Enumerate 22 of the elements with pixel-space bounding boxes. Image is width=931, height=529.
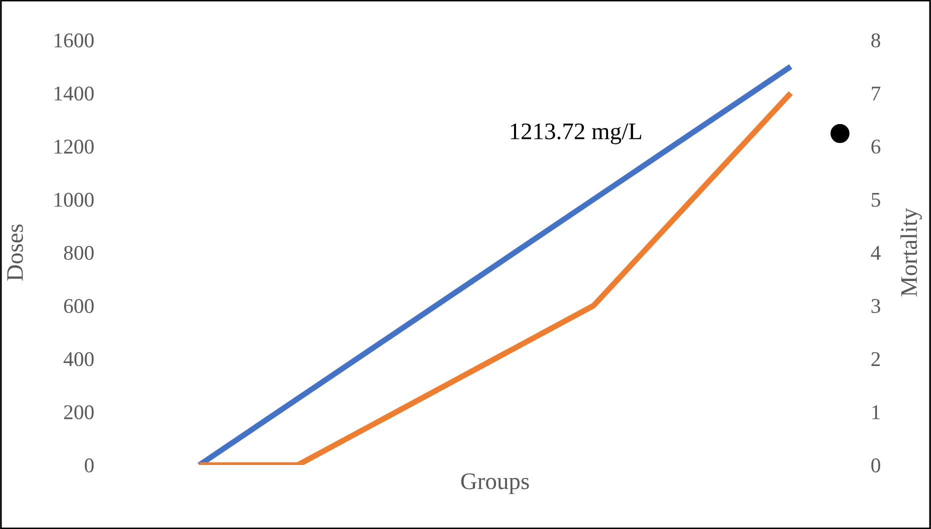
y-tick-label: 800: [64, 246, 94, 260]
y2-tick-label: 8: [871, 33, 880, 48]
y2-tick-label: 7: [872, 86, 880, 100]
y-tick-label: 1000: [54, 192, 94, 207]
y-tick-label: 1200: [54, 140, 94, 154]
y2-tick-label: 0: [871, 458, 880, 472]
y2-axis-title: Mortality: [900, 208, 922, 296]
y2-tick-label: 2: [871, 352, 880, 366]
y-tick-label: 1400: [54, 86, 94, 101]
y-tick-label: 600: [64, 299, 94, 314]
y-tick-label: 1600: [54, 33, 94, 48]
x-axis-title: Groups: [461, 473, 529, 494]
y-axis-title: Doses: [7, 224, 23, 281]
y-tick-label: 0: [84, 458, 94, 472]
y2-tick-label: 5: [872, 192, 880, 207]
y2-tick-label: 3: [872, 299, 880, 314]
y-tick-label: 200: [64, 405, 94, 420]
y-tick-label: 400: [64, 352, 94, 366]
annotation: 1213.72 mg/L: [510, 123, 642, 144]
y2-tick-label: 4: [870, 246, 881, 260]
y2-tick-label: 6: [871, 140, 880, 154]
y2-tick-label: 1: [872, 405, 880, 420]
